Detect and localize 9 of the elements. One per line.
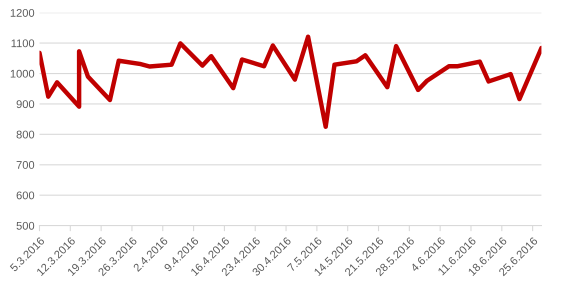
y-tick-label: 700 [16, 161, 34, 169]
y-tick-label: 600 [16, 191, 34, 200]
line-series [39, 34, 542, 129]
y-tick-label: 800 [16, 130, 34, 138]
y-tick-label: 1100 [12, 39, 34, 48]
y-tick-label: 1000 [10, 70, 34, 78]
y-tick-label: 500 [16, 222, 34, 230]
y-tick-label: 1200 [10, 8, 34, 17]
y-tick-label: 900 [16, 100, 34, 108]
